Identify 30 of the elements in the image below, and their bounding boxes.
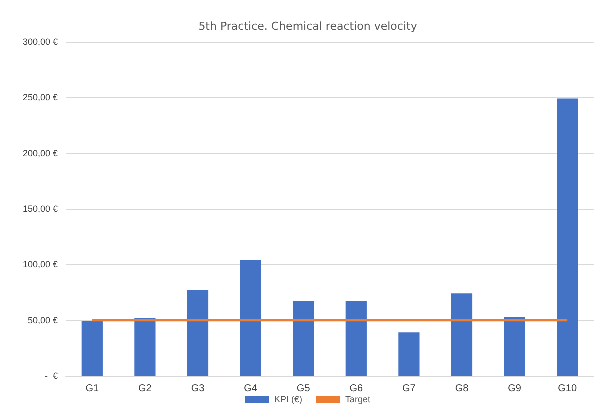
x-tick-label: G5: [296, 384, 311, 394]
chart-title: 5th Practice. Chemical reaction velocity: [198, 20, 418, 33]
x-tick-label: G9: [508, 384, 522, 394]
x-tick-label: G7: [402, 384, 416, 394]
bar: [451, 294, 473, 376]
bar: [134, 318, 156, 376]
x-tick-label: G8: [455, 384, 470, 394]
bar: [187, 290, 209, 376]
y-tick-label: 250,00 €: [22, 92, 58, 103]
legend-label: KPI (€): [274, 394, 303, 404]
bar: [240, 260, 262, 376]
y-tick-label: 200,00 €: [22, 148, 58, 158]
x-tick-label: G4: [244, 384, 258, 394]
y-tick-label: 100,00 €: [22, 260, 58, 270]
bar: [504, 316, 526, 376]
x-tick-label: G6: [350, 384, 364, 394]
y-tick-label: 150,00 €: [22, 204, 58, 214]
x-tick-label: G10: [558, 384, 578, 394]
legend-label: Target: [345, 394, 372, 404]
x-tick-label: G2: [138, 384, 152, 394]
x-tick-label: G3: [191, 384, 206, 394]
bar: [557, 98, 578, 376]
bar: [346, 301, 367, 376]
bar: [82, 321, 103, 376]
bar: [398, 332, 420, 376]
x-tick-label: G1: [86, 384, 100, 394]
y-tick-label: 300,00 €: [22, 37, 58, 47]
y-tick-label: - €: [44, 371, 58, 381]
y-tick-label: 50,00 €: [28, 315, 58, 326]
bar: [293, 301, 314, 376]
